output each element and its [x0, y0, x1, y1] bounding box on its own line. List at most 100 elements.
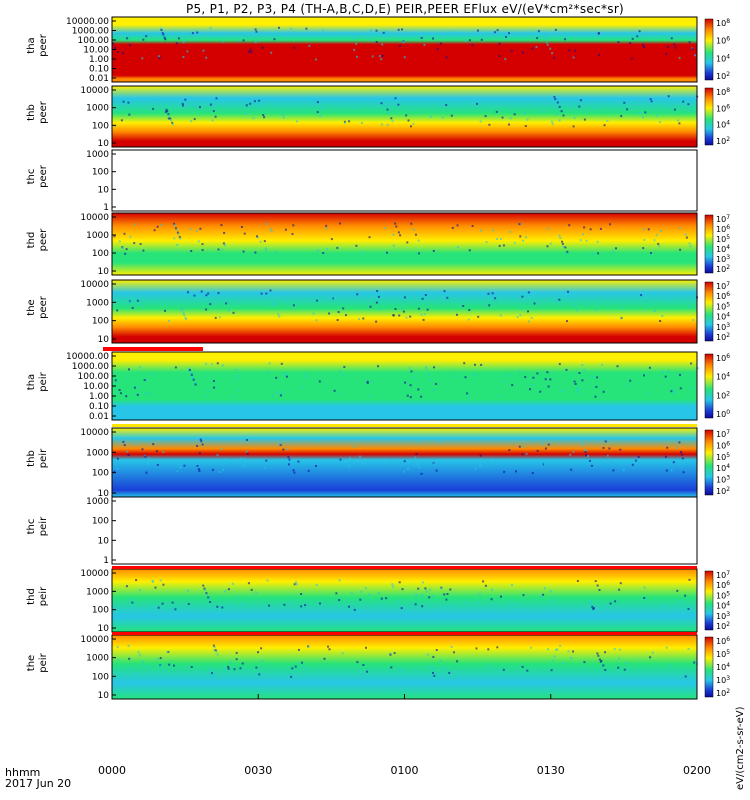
noise-mark — [518, 223, 521, 226]
noise-mark — [583, 226, 586, 229]
noise-mark — [168, 319, 170, 322]
noise-mark — [432, 249, 435, 252]
noise-mark — [531, 472, 534, 475]
noise-mark — [516, 316, 519, 318]
y-tick-label: 1.00 — [89, 55, 109, 65]
noise-mark — [240, 226, 243, 228]
noise-mark — [214, 649, 217, 652]
y-tick-label: 10 — [98, 139, 110, 149]
noise-mark — [562, 114, 565, 117]
noise-mark — [631, 463, 634, 466]
noise-mark — [162, 451, 165, 454]
noise-mark — [211, 672, 213, 675]
noise-mark — [505, 38, 508, 41]
noise-mark — [420, 37, 423, 39]
noise-mark — [523, 112, 526, 115]
noise-mark — [315, 465, 317, 467]
noise-mark — [113, 235, 116, 238]
noise-mark — [410, 97, 413, 100]
noise-mark — [469, 674, 471, 677]
noise-mark — [293, 471, 296, 474]
noise-mark — [693, 661, 696, 664]
noise-mark — [432, 37, 434, 40]
noise-mark — [134, 223, 136, 226]
noise-mark — [280, 391, 283, 394]
colorbar-tick-label: 102 — [716, 264, 730, 274]
noise-mark — [159, 27, 162, 30]
noise-mark — [670, 37, 673, 40]
noise-mark — [222, 468, 225, 471]
noise-mark — [513, 113, 516, 116]
noise-mark — [665, 299, 668, 301]
colorbar — [704, 214, 714, 274]
panel-frame — [111, 279, 698, 344]
noise-mark — [464, 39, 467, 42]
noise-mark — [168, 114, 171, 117]
noise-mark — [521, 295, 524, 298]
noise-mark — [398, 294, 401, 296]
noise-mark — [476, 102, 479, 105]
noise-mark — [339, 222, 342, 225]
noise-mark — [258, 39, 261, 42]
noise-mark — [412, 228, 415, 231]
noise-mark — [285, 375, 288, 378]
noise-mark — [430, 115, 432, 118]
noise-mark — [214, 115, 217, 118]
noise-mark — [295, 581, 297, 584]
noise-mark — [617, 666, 620, 669]
noise-mark — [194, 39, 197, 41]
noise-mark — [121, 247, 124, 249]
noise-mark — [403, 460, 406, 463]
noise-mark — [586, 291, 589, 294]
noise-mark — [366, 380, 369, 383]
noise-mark — [653, 239, 656, 242]
noise-mark — [487, 648, 490, 651]
noise-mark — [296, 291, 299, 294]
noise-mark — [287, 456, 290, 459]
noise-mark — [123, 232, 126, 235]
y-tick-label: 1000 — [86, 497, 109, 507]
noise-mark — [455, 458, 458, 461]
noise-mark — [647, 228, 650, 231]
noise-mark — [249, 102, 252, 105]
colorbar — [704, 87, 714, 146]
noise-mark — [597, 654, 600, 657]
noise-mark — [235, 368, 238, 371]
panel-species-label: peir — [38, 448, 49, 468]
noise-mark — [308, 44, 311, 47]
noise-mark — [401, 28, 403, 31]
noise-mark — [509, 117, 512, 120]
noise-mark — [547, 443, 550, 446]
noise-mark — [576, 387, 579, 389]
noise-mark — [148, 290, 151, 293]
noise-mark — [620, 115, 623, 118]
noise-mark — [190, 377, 193, 380]
noise-mark — [556, 101, 559, 104]
noise-mark — [266, 579, 269, 582]
noise-mark — [544, 606, 547, 609]
noise-mark — [490, 667, 493, 670]
noise-mark — [205, 308, 208, 311]
noise-mark — [637, 456, 640, 458]
noise-mark — [500, 237, 502, 240]
noise-mark — [286, 448, 289, 450]
noise-mark — [579, 239, 582, 242]
noise-mark — [211, 119, 214, 122]
noise-mark — [601, 676, 604, 679]
noise-mark — [127, 644, 130, 647]
noise-mark — [445, 33, 448, 36]
y-tick-label: 10000 — [80, 213, 109, 223]
noise-mark — [688, 41, 691, 44]
colorbar-tick-label: 102 — [716, 688, 730, 698]
noise-mark — [214, 316, 217, 319]
noise-mark — [410, 125, 412, 128]
noise-mark — [589, 602, 592, 604]
noise-mark — [407, 119, 410, 122]
noise-mark — [456, 313, 458, 316]
noise-mark — [159, 665, 162, 667]
panel-frame — [111, 149, 698, 212]
noise-mark — [567, 650, 570, 653]
noise-mark — [432, 655, 435, 658]
noise-mark — [304, 373, 307, 376]
noise-mark — [304, 604, 307, 607]
